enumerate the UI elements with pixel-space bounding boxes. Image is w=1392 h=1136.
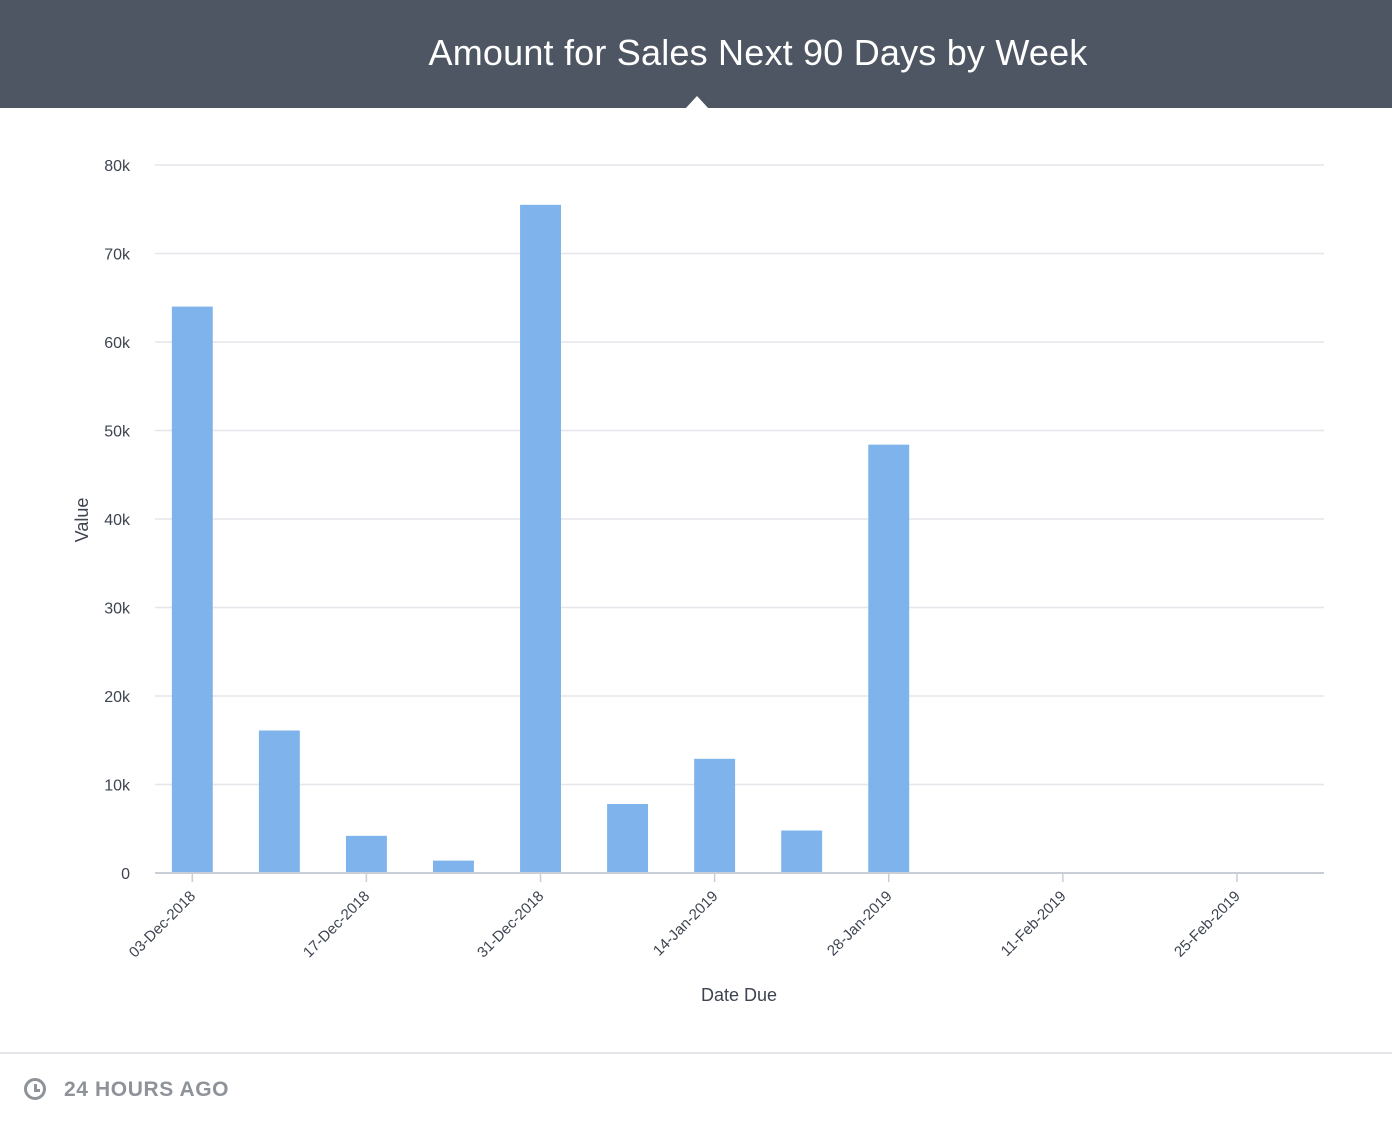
bar[interactable] bbox=[607, 803, 649, 873]
bar[interactable] bbox=[258, 730, 300, 873]
x-axis: 03-Dec-2018 17-Dec-2018 31-Dec-2018 14-Jan-… bbox=[126, 872, 1324, 961]
y-tick-label: 30k bbox=[104, 601, 131, 618]
x-tick-label: 03-Dec-2018 bbox=[126, 888, 199, 961]
chart-title: Amount for Sales Next 90 Days by Week bbox=[428, 32, 1088, 73]
y-tick-label: 40k bbox=[104, 512, 131, 529]
chart-footer: 24 HOURS AGO bbox=[0, 1052, 1392, 1136]
x-tick-label: 31-Dec-2018 bbox=[474, 888, 547, 961]
y-tick-label: 0 bbox=[121, 866, 130, 883]
x-tick-label: 17-Dec-2018 bbox=[300, 888, 373, 961]
chart-gridlines bbox=[155, 164, 1324, 786]
clock-icon bbox=[24, 1078, 46, 1100]
y-tick-label: 70k bbox=[104, 247, 131, 264]
bar[interactable] bbox=[694, 758, 736, 873]
bar[interactable] bbox=[171, 306, 213, 874]
y-tick-label: 10k bbox=[104, 778, 131, 795]
bar[interactable] bbox=[345, 835, 387, 873]
header-pointer bbox=[685, 96, 709, 109]
y-tick-label: 60k bbox=[104, 335, 131, 352]
y-axis-ticks: 0 10k 20k 30k 40k 50k 60k 70k 80k bbox=[104, 158, 131, 883]
bar[interactable] bbox=[868, 444, 910, 873]
bar[interactable] bbox=[520, 204, 561, 873]
bar-chart: 0 10k 20k 30k 40k 50k 60k 70k 80k 03-Dec-2018 17-… bbox=[72, 158, 1324, 1005]
y-tick-label: 20k bbox=[104, 689, 131, 706]
bar[interactable] bbox=[433, 860, 474, 873]
y-axis-label: Value bbox=[72, 498, 92, 543]
bar[interactable] bbox=[781, 830, 823, 873]
y-tick-label: 50k bbox=[104, 424, 131, 441]
bar-series bbox=[171, 204, 910, 874]
x-tick-label: 11-Feb-2019 bbox=[998, 888, 1070, 960]
chart-header: Amount for Sales Next 90 Days by Week bbox=[0, 0, 1392, 109]
x-axis-label: Date Due bbox=[701, 985, 777, 1005]
x-tick-label: 28-Jan-2019 bbox=[824, 888, 896, 960]
x-tick-label: 25-Feb-2019 bbox=[1171, 888, 1244, 961]
y-tick-label: 80k bbox=[104, 158, 131, 175]
x-tick-label: 14-Jan-2019 bbox=[650, 888, 722, 960]
last-updated-text: 24 HOURS AGO bbox=[64, 1078, 230, 1101]
